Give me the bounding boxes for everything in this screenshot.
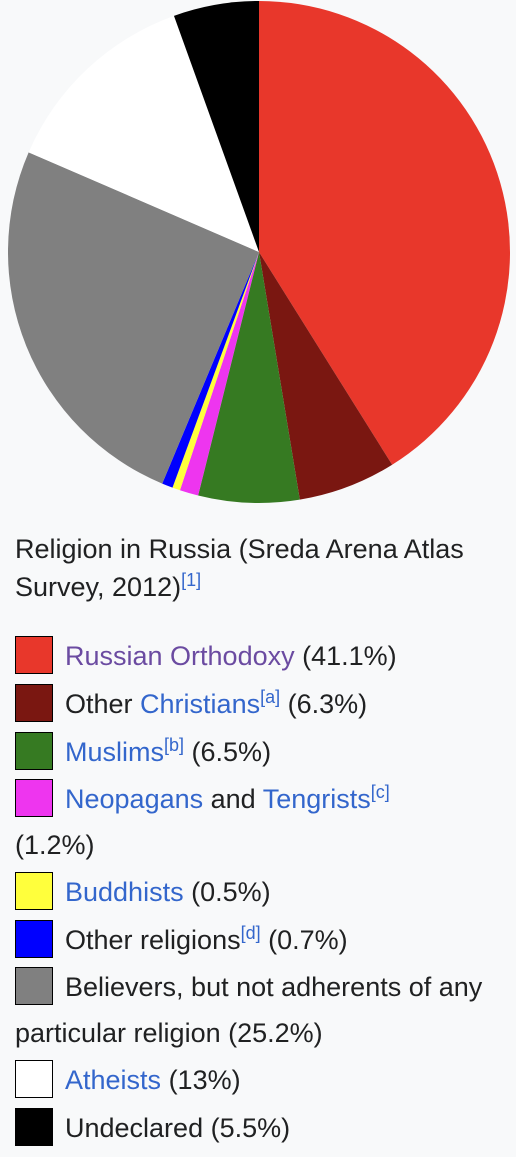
neopagans-link[interactable]: Neopagans: [65, 784, 203, 814]
legend-swatch-believers: [15, 967, 53, 1005]
legend-value: (41.1%): [302, 641, 397, 671]
tengrists-link[interactable]: Tengrists: [263, 784, 371, 814]
legend-swatch-other-religions: [15, 920, 53, 958]
note-d-link[interactable]: [d]: [241, 923, 261, 943]
note-b-link[interactable]: [b]: [164, 735, 184, 755]
caption-ref-link[interactable]: [1]: [181, 570, 201, 590]
muslims-link[interactable]: Muslims: [65, 737, 164, 767]
legend-value: (6.3%): [288, 689, 368, 719]
legend-item-buddhists: Buddhists (0.5%): [15, 868, 510, 916]
russian-orthodoxy-link[interactable]: Russian Orthodoxy: [65, 641, 295, 671]
legend-text: Undeclared: [65, 1113, 203, 1143]
legend-value: (0.5%): [191, 877, 271, 907]
legend-item-russian-orthodoxy: Russian Orthodoxy (41.1%): [15, 632, 510, 680]
buddhists-link[interactable]: Buddhists: [65, 877, 184, 907]
legend-swatch-russian-orthodoxy: [15, 636, 53, 674]
legend-item-other-christians: Other Christians[a] (6.3%): [15, 680, 510, 728]
pie-chart-svg: [0, 0, 516, 505]
pie-chart: [0, 0, 516, 505]
legend-item-neopagans-tengrists: Neopagans and Tengrists[c] (1.2%): [15, 776, 510, 868]
legend-item-muslims: Muslims[b] (6.5%): [15, 728, 510, 776]
legend-swatch-muslims: [15, 732, 53, 770]
legend-item-undeclared: Undeclared (5.5%): [15, 1104, 510, 1152]
legend-item-believers: Believers, but not adherents of any part…: [15, 964, 510, 1056]
caption-text: Religion in Russia (Sreda Arena Atlas Su…: [15, 534, 464, 602]
atheists-link[interactable]: Atheists: [65, 1065, 161, 1095]
legend-value: (0.7%): [268, 925, 348, 955]
legend-text: and: [211, 784, 256, 814]
christians-link[interactable]: Christians: [140, 689, 260, 719]
legend-value: (25.2%): [228, 1018, 323, 1048]
legend-item-other-religions: Other religions[d] (0.7%): [15, 916, 510, 964]
chart-caption: Religion in Russia (Sreda Arena Atlas Su…: [15, 530, 505, 606]
legend-swatch-neopagans: [15, 779, 53, 817]
legend-value: (1.2%): [15, 830, 95, 860]
legend-text: Other: [65, 689, 133, 719]
legend: Russian Orthodoxy (41.1%) Other Christia…: [15, 632, 510, 1152]
legend-item-atheists: Atheists (13%): [15, 1056, 510, 1104]
note-a-link[interactable]: [a]: [260, 687, 280, 707]
legend-swatch-buddhists: [15, 872, 53, 910]
legend-swatch-atheists: [15, 1060, 53, 1098]
note-c-link[interactable]: [c]: [371, 782, 390, 802]
legend-swatch-undeclared: [15, 1108, 53, 1146]
legend-text: Other religions: [65, 925, 241, 955]
legend-value: (13%): [169, 1065, 241, 1095]
legend-value: (6.5%): [192, 737, 272, 767]
legend-value: (5.5%): [211, 1113, 291, 1143]
legend-swatch-other-christians: [15, 684, 53, 722]
